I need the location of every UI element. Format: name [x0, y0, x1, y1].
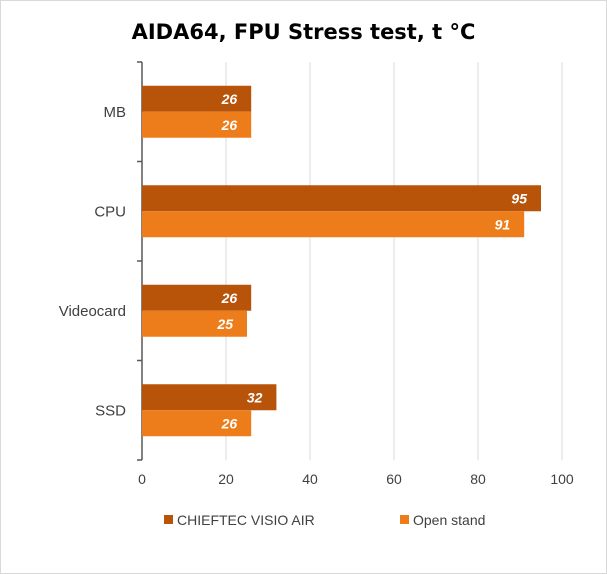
- category-label: MB: [104, 104, 127, 121]
- data-label: 25: [216, 316, 233, 332]
- category-label: SSD: [95, 402, 126, 419]
- data-label: 26: [221, 415, 238, 431]
- bar: [142, 111, 252, 138]
- data-label: 26: [221, 290, 238, 306]
- bar: [142, 384, 277, 411]
- chart-title: AIDA64, FPU Stress test, t °C: [131, 20, 476, 44]
- x-tick-label: 100: [550, 471, 574, 487]
- category-label: CPU: [94, 203, 126, 220]
- category-label: Videocard: [59, 303, 126, 320]
- data-label: 32: [247, 389, 263, 405]
- x-tick-label: 20: [218, 471, 234, 487]
- bar: [142, 185, 541, 212]
- data-label: 91: [495, 216, 511, 232]
- bar: [142, 284, 252, 311]
- legend-swatch: [164, 515, 173, 524]
- x-tick-label: 40: [302, 471, 318, 487]
- legend-label: Open stand: [413, 512, 485, 528]
- data-label: 26: [221, 91, 238, 107]
- x-tick-label: 80: [470, 471, 486, 487]
- data-label: 26: [221, 117, 238, 133]
- legend-swatch: [400, 515, 409, 524]
- data-label: 95: [511, 190, 527, 206]
- x-tick-label: 60: [386, 471, 402, 487]
- x-tick-label: 0: [138, 471, 146, 487]
- bar: [142, 310, 247, 337]
- legend-label: CHIEFTEC VISIO AIR: [177, 512, 315, 528]
- bar: [142, 85, 252, 112]
- bar: [142, 211, 525, 238]
- bar: [142, 410, 252, 437]
